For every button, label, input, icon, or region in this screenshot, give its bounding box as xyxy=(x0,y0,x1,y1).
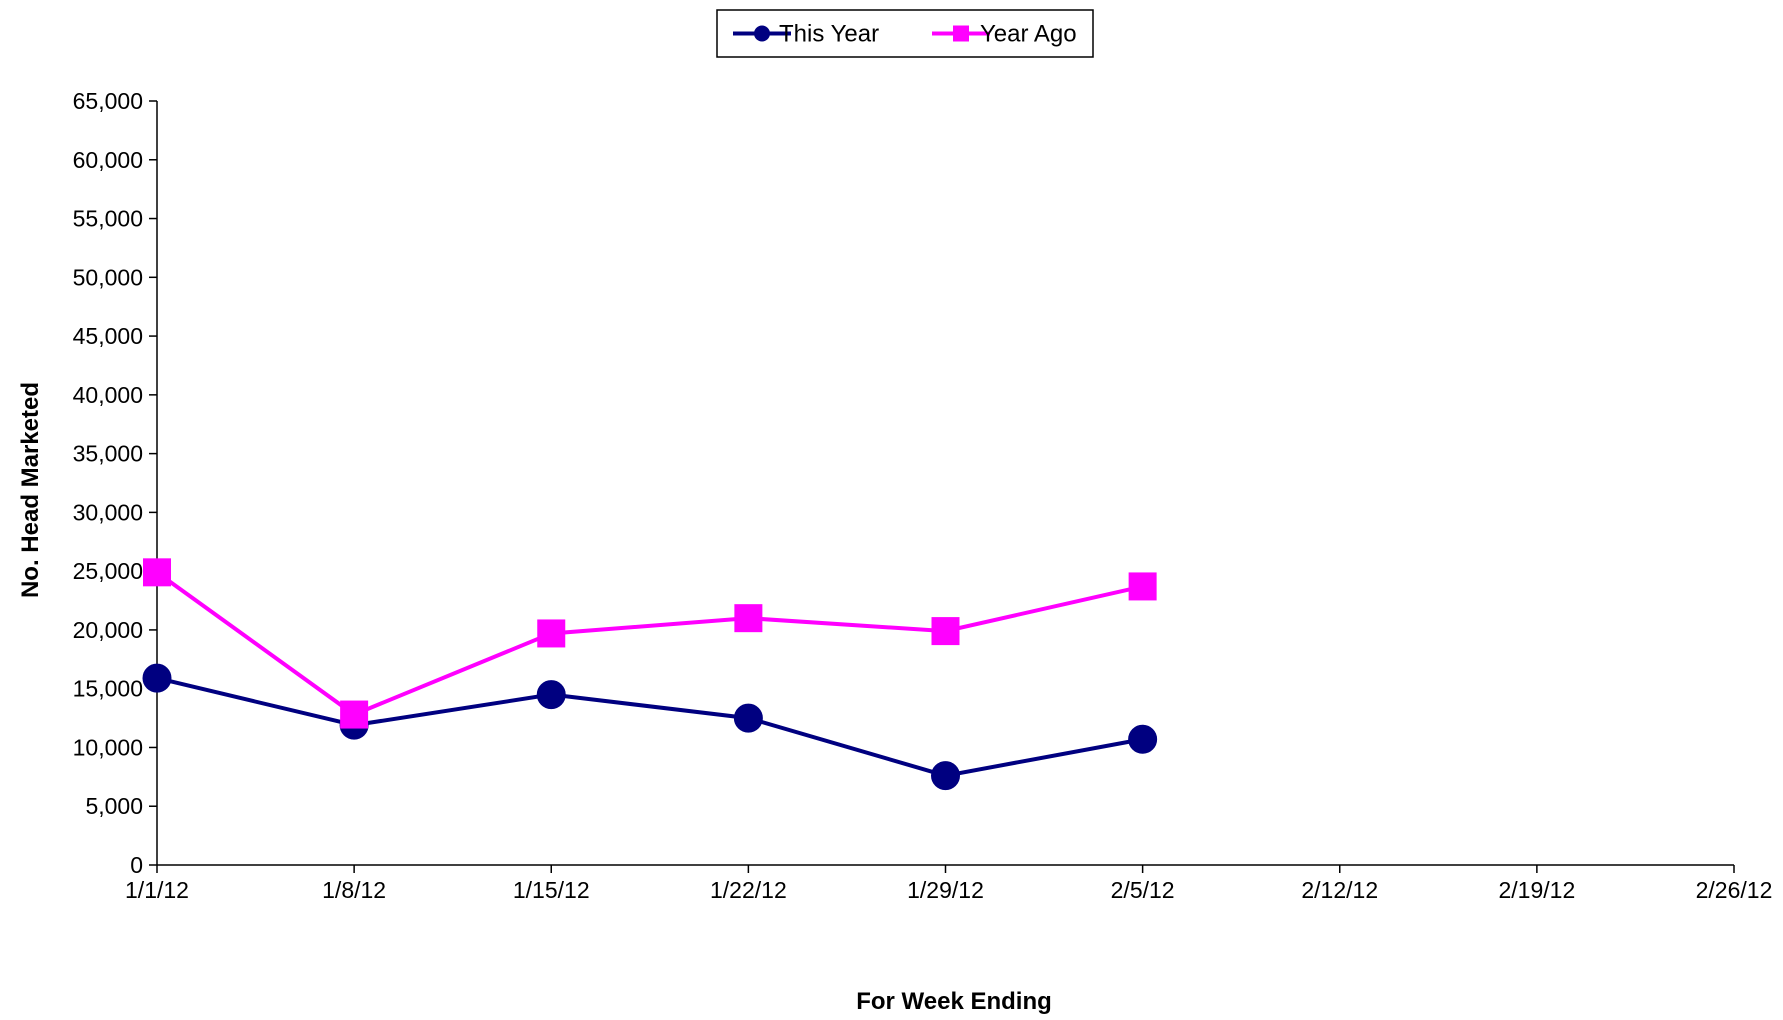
series-line xyxy=(155,570,1144,717)
data-point xyxy=(340,700,369,729)
data-point xyxy=(1128,724,1158,754)
y-tick-label: 40,000 xyxy=(73,382,143,408)
legend-label: Year Ago xyxy=(980,21,1077,48)
y-tick-label: 65,000 xyxy=(73,88,143,114)
x-tick-label: 2/19/12 xyxy=(1499,877,1576,903)
x-tick-label: 1/8/12 xyxy=(322,877,386,903)
x-tick-label: 1/22/12 xyxy=(710,877,787,903)
data-point xyxy=(142,663,172,693)
legend: This Year Year Ago xyxy=(716,9,1094,58)
x-axis-title: For Week Ending xyxy=(856,988,1052,1015)
y-tick-label: 60,000 xyxy=(73,147,143,173)
data-point xyxy=(931,761,960,791)
series-line xyxy=(156,676,1143,778)
legend-item: Year Ago xyxy=(932,21,1077,48)
data-point xyxy=(733,703,763,733)
y-axis-title: No. Head Marketed xyxy=(17,382,44,598)
y-tick-label: 50,000 xyxy=(73,264,143,290)
x-tick-label: 2/12/12 xyxy=(1301,877,1378,903)
y-tick-label: 55,000 xyxy=(73,206,143,232)
x-tick-label: 1/15/12 xyxy=(513,877,590,903)
y-tick-label: 0 xyxy=(130,852,143,878)
legend-label: This Year xyxy=(779,21,879,48)
y-tick-label: 10,000 xyxy=(73,734,143,760)
data-point xyxy=(536,680,566,710)
data-point xyxy=(143,558,171,587)
y-tick-label: 15,000 xyxy=(73,676,143,702)
data-point xyxy=(931,617,960,646)
series-year-ago xyxy=(143,558,1157,729)
series-this-year xyxy=(142,663,1158,791)
legend-marker xyxy=(953,25,969,42)
y-tick-label: 25,000 xyxy=(73,558,143,584)
legend-marker xyxy=(754,25,770,42)
data-point xyxy=(1128,572,1157,601)
y-tick-label: 30,000 xyxy=(73,499,143,525)
legend-item: This Year xyxy=(733,21,879,48)
x-tick-label: 1/1/12 xyxy=(125,877,189,903)
data-point xyxy=(734,604,763,633)
x-tick-label: 2/26/12 xyxy=(1696,877,1773,903)
series-layer xyxy=(142,558,1158,791)
y-axis: 0 5,000 10,000 15,000 20,000 25,000 30,000 35,0… xyxy=(73,88,158,878)
y-tick-label: 45,000 xyxy=(73,323,143,349)
data-point xyxy=(537,619,566,648)
x-tick-label: 1/29/12 xyxy=(907,877,984,903)
y-tick-label: 20,000 xyxy=(73,617,143,643)
y-tick-label: 35,000 xyxy=(73,441,143,467)
x-tick-label: 2/5/12 xyxy=(1111,877,1175,903)
y-tick-label: 5,000 xyxy=(85,793,143,819)
x-axis: 1/1/12 1/8/12 1/15/12 1/22/12 1/29/12 2/5/12 2… xyxy=(125,864,1773,903)
